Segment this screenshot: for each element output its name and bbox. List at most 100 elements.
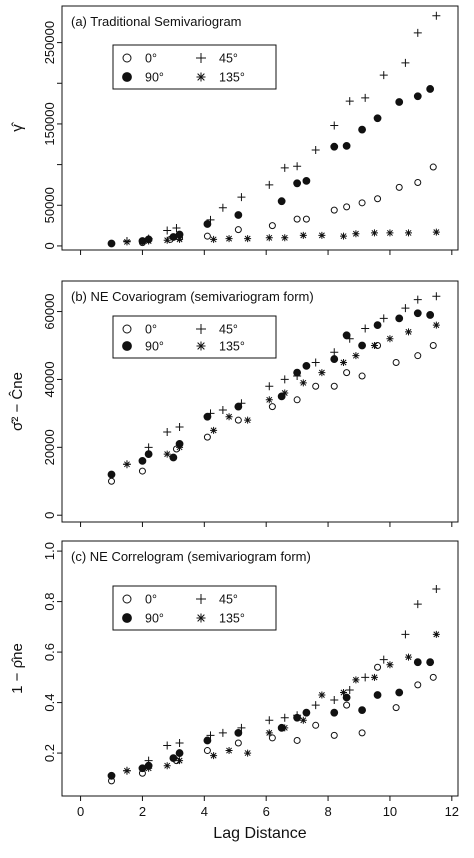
panel-title: (c) NE Correlogram (semivariogram form) [71, 549, 311, 564]
point-plus [432, 584, 441, 593]
point-asterisk [123, 767, 131, 775]
point-filled-circle [138, 457, 147, 465]
point-asterisk [163, 450, 171, 458]
point-plus [361, 93, 370, 102]
point-open-circle [358, 729, 366, 737]
point-filled-circle [330, 355, 339, 363]
point-plus [293, 162, 302, 171]
series-0deg [108, 163, 437, 247]
point-plus [379, 71, 388, 80]
point-open-circle [312, 382, 320, 390]
x-tick-label: 0 [77, 804, 84, 819]
y-tick-label: 0.6 [42, 643, 57, 661]
point-plus [265, 382, 274, 391]
legend-label: 135° [219, 71, 245, 85]
point-filled-circle [302, 176, 311, 185]
point-plus [432, 11, 441, 20]
point-open-circle [268, 222, 276, 230]
point-filled-circle [107, 239, 116, 248]
legend-label: 0° [145, 323, 157, 337]
series-0deg [108, 341, 437, 485]
point-filled-circle [373, 114, 382, 123]
point-open-circle [122, 324, 132, 334]
point-open-circle [138, 467, 146, 475]
y-tick-label: 250000 [42, 21, 57, 64]
point-open-circle [203, 433, 211, 441]
point-asterisk [196, 613, 206, 623]
point-asterisk [386, 661, 394, 669]
point-open-circle [268, 403, 276, 411]
point-asterisk [370, 673, 378, 681]
point-open-circle [122, 53, 132, 63]
legend-label: 90° [145, 340, 164, 354]
point-filled-circle [426, 658, 435, 667]
point-filled-circle [122, 341, 132, 351]
legend: 0° 45° 90° 135° [112, 315, 277, 359]
point-asterisk [340, 688, 348, 696]
point-asterisk [281, 389, 289, 397]
point-plus [175, 422, 184, 431]
point-plus [280, 163, 289, 172]
legend-label: 0° [145, 52, 157, 66]
point-plus [311, 145, 320, 154]
point-filled-circle [234, 211, 243, 219]
point-plus [196, 324, 206, 334]
series-45deg [122, 584, 441, 775]
point-plus [345, 97, 354, 106]
point-asterisk [370, 341, 378, 349]
point-plus [196, 594, 206, 604]
point-plus [172, 224, 181, 233]
point-open-circle [343, 203, 351, 211]
point-plus [311, 701, 320, 710]
point-asterisk [163, 762, 171, 770]
point-asterisk [405, 653, 412, 661]
point-filled-circle [358, 341, 366, 350]
point-asterisk [405, 328, 412, 336]
point-asterisk [281, 234, 289, 242]
x-tick-label: 4 [201, 804, 208, 819]
point-plus [163, 226, 172, 235]
y-tick-label: 150000 [42, 102, 57, 145]
point-plus [379, 314, 388, 323]
y-tick-label: 40000 [42, 361, 57, 397]
y-tick-label: 0.4 [42, 694, 57, 712]
point-asterisk [196, 72, 206, 82]
point-plus [237, 193, 246, 202]
point-filled-circle [175, 749, 184, 757]
point-asterisk [145, 450, 153, 458]
point-open-circle [343, 701, 351, 709]
point-plus [401, 630, 410, 639]
point-asterisk [281, 724, 289, 732]
point-open-circle [374, 663, 382, 671]
point-asterisk [145, 764, 153, 772]
point-filled-circle [169, 754, 178, 763]
panel-title: (b) NE Covariogram (semivariogram form) [71, 289, 314, 304]
point-plus [413, 295, 422, 304]
point-filled-circle [293, 368, 302, 377]
point-open-circle [330, 382, 338, 390]
point-open-circle [414, 352, 422, 360]
point-filled-circle [413, 658, 422, 667]
point-asterisk [196, 341, 206, 351]
point-plus [330, 348, 339, 357]
point-filled-circle [203, 736, 212, 745]
legend-label: 135° [219, 612, 245, 626]
chart-panel-3: 0.2 0.4 0.6 0.8 1.0 0 2 4 6 8 10 12 (c) NE Correlogr… [9, 540, 459, 819]
point-open-circle [122, 594, 132, 604]
point-plus [218, 405, 227, 414]
point-plus [196, 53, 206, 63]
point-asterisk [405, 229, 412, 237]
series-0deg [108, 663, 437, 785]
y-tick-label: 60000 [42, 293, 57, 329]
point-asterisk [225, 747, 233, 755]
x-tick-label: 2 [139, 804, 146, 819]
point-asterisk [386, 335, 394, 343]
point-asterisk [176, 235, 184, 243]
point-open-circle [429, 341, 437, 349]
point-asterisk [432, 630, 440, 638]
plot-frame [61, 540, 459, 797]
legend-box [112, 44, 277, 90]
point-plus [401, 58, 410, 67]
point-asterisk [340, 358, 348, 366]
